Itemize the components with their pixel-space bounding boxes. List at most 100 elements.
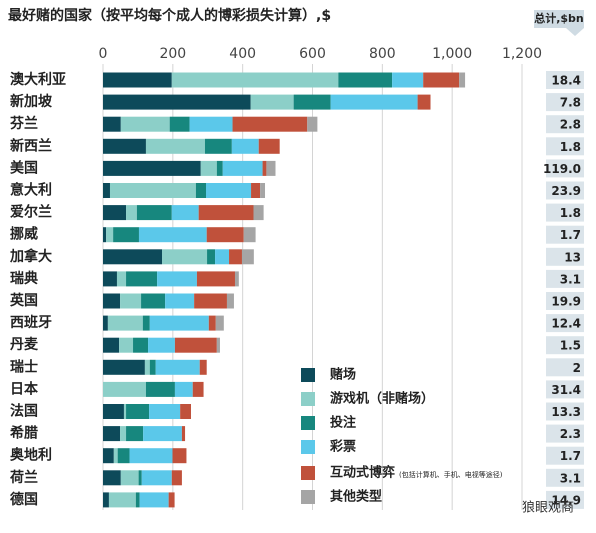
bar-segment <box>459 72 466 88</box>
total-label: 2 <box>573 361 581 375</box>
category-label: 美国 <box>10 159 38 176</box>
total-box <box>546 490 584 509</box>
bar-segment <box>338 72 393 88</box>
bar-segment <box>222 160 263 176</box>
x-tick-label: 0 <box>99 46 108 62</box>
total-box <box>546 71 584 89</box>
bar-segment <box>107 315 143 331</box>
total-box <box>546 424 584 443</box>
bar-segment <box>174 381 193 397</box>
category-label: 芬兰 <box>9 115 38 132</box>
bar-segment <box>417 94 431 110</box>
bar-segment <box>206 183 252 198</box>
bar-segment <box>192 381 204 397</box>
legend-label: 互动式博弈 <box>330 465 395 481</box>
total-box <box>546 358 584 377</box>
bar-segment <box>103 492 109 508</box>
bar-segment <box>103 183 110 198</box>
total-label: 119.0 <box>543 162 581 176</box>
x-tick-label: 800 <box>369 46 396 62</box>
total-box <box>546 468 584 487</box>
total-label: 1.5 <box>560 339 581 353</box>
bar-segment <box>116 271 127 287</box>
bar-segment <box>149 359 156 375</box>
bar-segment <box>330 94 418 110</box>
legend-note: (包括计算机、手机、电视等途径) <box>399 470 503 479</box>
bar-segment <box>149 315 209 331</box>
bar-segment <box>155 359 200 375</box>
bar-segment <box>243 227 256 243</box>
bar-segment <box>392 72 424 88</box>
bar-segment <box>126 404 150 419</box>
bar-segment <box>136 205 172 221</box>
category-label: 瑞典 <box>10 270 38 287</box>
bar-segment <box>129 448 173 464</box>
bar-segment <box>196 271 235 287</box>
total-label: 13 <box>564 250 581 264</box>
bar-segment <box>226 293 234 309</box>
category-label: 新西兰 <box>10 137 52 154</box>
category-label: 法国 <box>10 403 38 420</box>
bar-segment <box>103 470 121 486</box>
bar-segment <box>120 116 170 132</box>
total-label: 2.8 <box>560 118 581 132</box>
watermark: 狼眼观商 <box>522 501 574 516</box>
bar-segment <box>200 160 217 176</box>
category-label: 德国 <box>10 491 38 508</box>
total-box <box>546 225 584 244</box>
total-box <box>546 181 584 200</box>
bar-segment <box>103 271 117 287</box>
bar-segment <box>139 492 169 508</box>
bar-segment <box>138 470 142 486</box>
bar-segment <box>189 116 233 132</box>
total-box <box>546 314 584 333</box>
bar-segment <box>145 381 175 397</box>
total-box <box>546 292 584 310</box>
bar-segment <box>260 183 266 198</box>
bar-segment <box>234 271 239 287</box>
bar-segment <box>103 404 124 419</box>
total-label: 23.9 <box>551 184 581 198</box>
bar-segment <box>231 138 259 154</box>
total-label: 3.1 <box>560 471 581 485</box>
bar-segment <box>141 293 166 309</box>
legend-label: 投注 <box>330 415 356 431</box>
bar-segment <box>109 183 196 198</box>
total-box <box>546 203 584 222</box>
total-label: 19.9 <box>551 295 581 309</box>
category-label: 澳大利亚 <box>10 71 66 88</box>
bar-segment <box>126 271 158 287</box>
bar-segment <box>144 359 150 375</box>
legend-swatch <box>301 368 315 382</box>
bar-segment <box>171 470 182 486</box>
bar-segment <box>117 448 130 464</box>
bar-segment <box>103 72 172 88</box>
bar-segment <box>142 315 150 331</box>
chart-title: 最好赌的国家（按平均每个成人的博彩损失计算）,$ <box>8 7 331 24</box>
bar-segment <box>143 426 182 442</box>
bar-segment <box>307 116 318 132</box>
total-label: 7.8 <box>560 96 581 110</box>
bar-segment <box>103 160 201 176</box>
bar-segment <box>148 337 175 353</box>
total-box <box>546 269 584 288</box>
bar-segment <box>195 183 207 198</box>
legend-swatch <box>301 466 315 480</box>
category-label: 荷兰 <box>9 469 38 486</box>
bar-segment <box>174 337 217 353</box>
legend-swatch <box>301 490 315 504</box>
bar-segment <box>194 293 227 309</box>
bar-segment <box>171 72 339 88</box>
bar-segment <box>103 448 114 464</box>
bar-segment <box>103 249 163 265</box>
bar-segment <box>206 227 244 243</box>
category-label: 挪威 <box>10 226 38 243</box>
bar-segment <box>119 337 134 353</box>
total-label: 3.1 <box>560 272 581 286</box>
bar-segment <box>103 315 108 331</box>
total-box <box>546 115 584 134</box>
bar-segment <box>120 470 139 486</box>
total-label: 12.4 <box>551 317 581 331</box>
legend-label: 游戏机（非赌场） <box>330 391 434 407</box>
bar-segment <box>103 381 146 397</box>
